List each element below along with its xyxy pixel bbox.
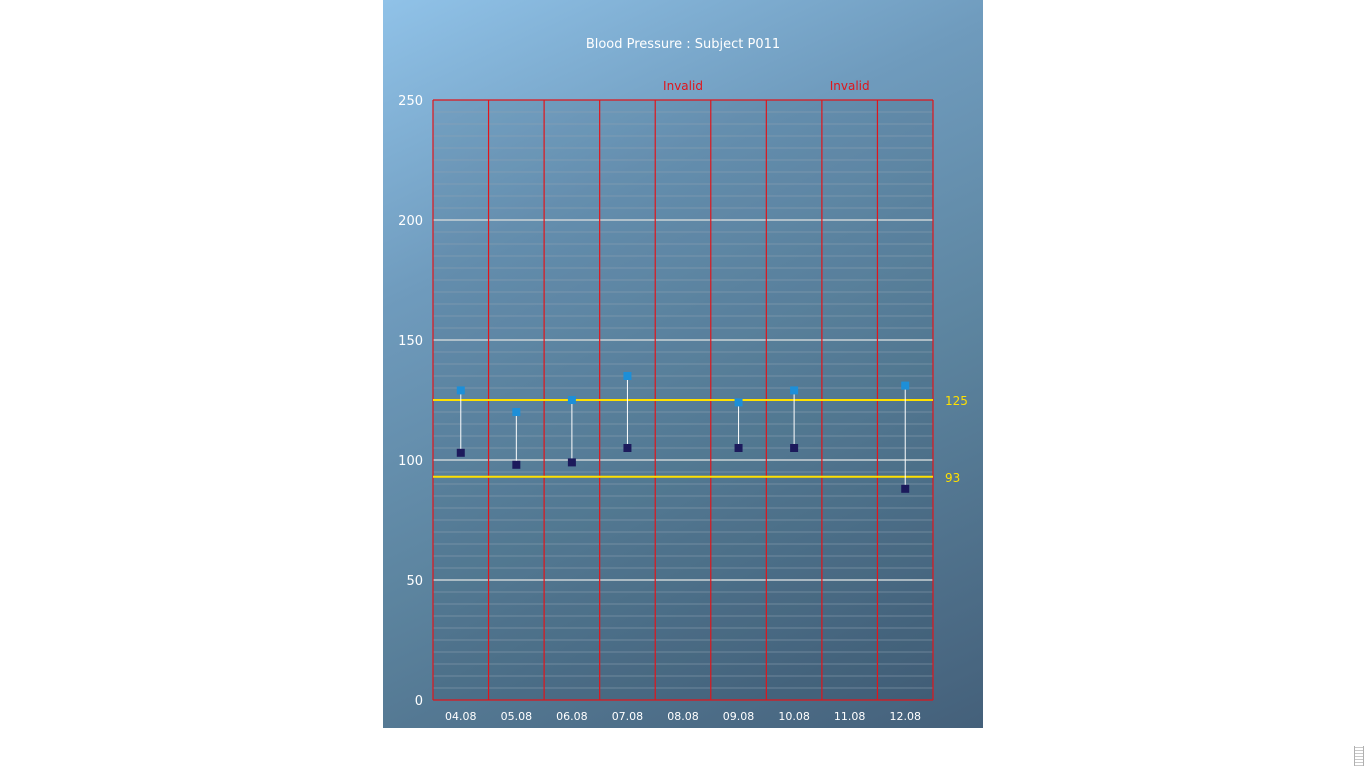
resize-grip-icon[interactable] [1354, 746, 1364, 766]
x-tick-label: 11.08 [834, 710, 866, 723]
diastolic-point [790, 444, 799, 452]
diastolic-point [512, 460, 521, 469]
diastolic-point [567, 458, 576, 467]
x-tick-label: 04.08 [445, 710, 477, 723]
diastolic-point [456, 448, 465, 457]
diastolic-point [901, 484, 910, 493]
y-tick-label: 0 [415, 694, 423, 709]
y-tick-label: 250 [398, 94, 423, 109]
x-tick-label: 06.08 [556, 710, 588, 723]
systolic-point [790, 386, 799, 395]
y-tick-label: 150 [398, 334, 423, 349]
y-tick-label: 50 [406, 574, 423, 589]
x-tick-label: 08.08 [667, 710, 699, 723]
y-tick-label: 100 [398, 454, 423, 469]
systolic-point [734, 398, 743, 407]
x-tick-label: 05.08 [501, 710, 533, 723]
systolic-point [512, 408, 521, 416]
invalid-label: Invalid [830, 79, 870, 93]
x-tick-label: 09.08 [723, 710, 755, 723]
diastolic-point [734, 444, 743, 452]
diastolic-point [623, 444, 632, 452]
chart-panel: 0 50 100 150 200 250 04.08 05.08 06.08 07.08 08.08… [383, 0, 983, 728]
x-tick-label: 12.08 [889, 710, 921, 723]
systolic-point [623, 372, 632, 380]
systolic-point [901, 381, 910, 390]
x-tick-label: 10.08 [778, 710, 810, 723]
reference-line-label: 125 [945, 394, 968, 408]
x-tick-label: 07.08 [612, 710, 644, 723]
systolic-point [456, 386, 465, 395]
chart-title: Blood Pressure : Subject P011 [585, 37, 781, 52]
invalid-label: Invalid [663, 79, 703, 93]
y-tick-label: 200 [398, 214, 423, 229]
reference-line-label: 93 [945, 471, 960, 485]
chart-plot: 0 50 100 150 200 250 04.08 05.08 06.08 07.08 08.08… [398, 79, 968, 723]
systolic-point [567, 396, 576, 404]
